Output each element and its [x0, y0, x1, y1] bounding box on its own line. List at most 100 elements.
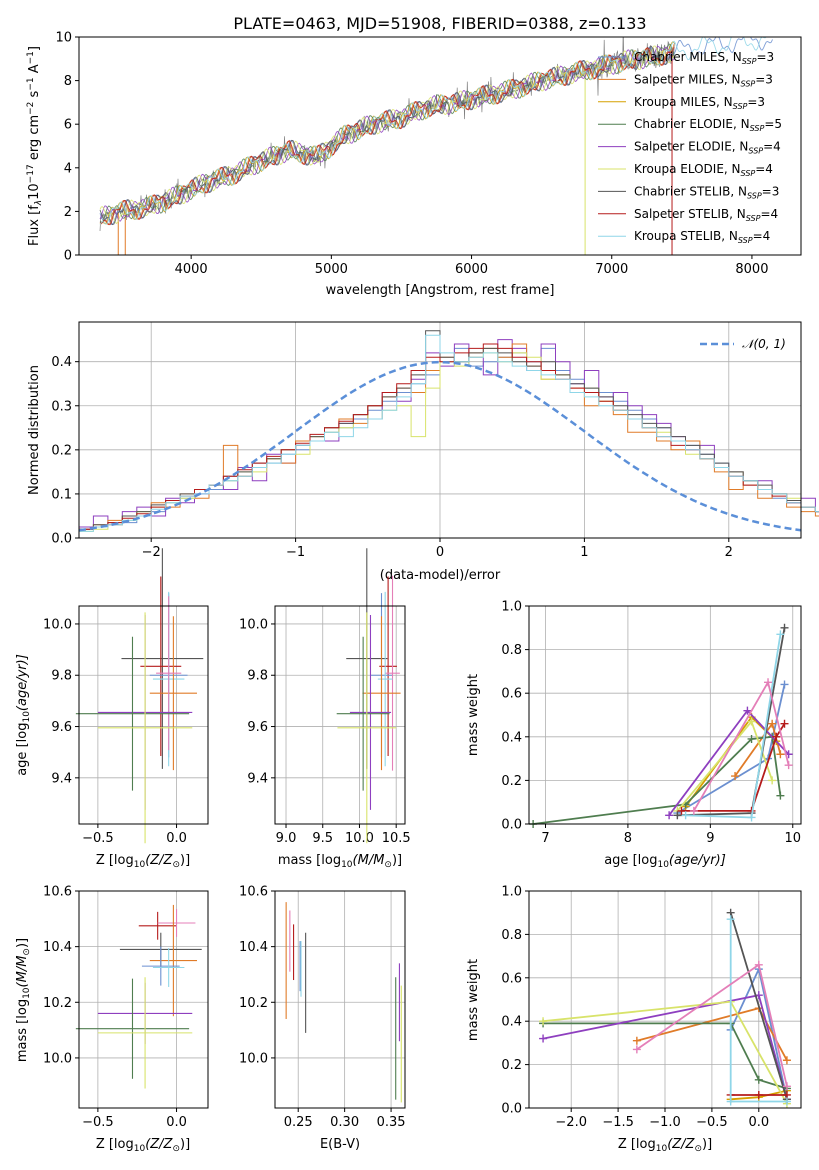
- age-mass-ytick-label: 9.4: [247, 771, 268, 786]
- weight-z-point-marker: [782, 1056, 791, 1065]
- spectrum-xtick-label: 6000: [455, 262, 488, 277]
- weight-z-point-marker: [539, 1034, 548, 1043]
- age-z-ytick-label: 9.4: [51, 771, 72, 786]
- spectrum-legend-label: Salpeter STELIB, NSSP=4: [634, 207, 778, 223]
- spectrum-ytick-label: 0: [64, 249, 72, 264]
- spectrum-ylabel: Flux [fλ10−17 erg cm−2 s−1 A−1]: [26, 46, 44, 246]
- weight-age-series-line: [677, 627, 786, 817]
- weight-age-xtick-label: 8: [624, 831, 632, 846]
- mass-z-xtick-label: −0.5: [82, 1115, 114, 1130]
- mass-z-ytick-label: 10.0: [43, 1051, 72, 1066]
- weight-age-point-marker: [768, 719, 777, 728]
- residuals-ytick-label: 0.0: [51, 532, 72, 547]
- age-z-ytick-label: 9.6: [51, 720, 72, 735]
- spectrum-plot-area: 4000 5000 6000 7000 8000 0 2 4 6 8 10: [55, 31, 773, 277]
- weight-z-point-marker: [539, 1017, 548, 1026]
- age-mass-ytick-label: 9.6: [247, 720, 268, 735]
- spectrum-ytick-label: 2: [64, 205, 72, 220]
- weight-z-ytick-label: 0.8: [501, 928, 522, 943]
- spectrum-panel: PLATE=0463, MJD=51908, FIBERID=0388, z=0…: [26, 14, 802, 298]
- weight-z-xtick-label: −2.0: [555, 1115, 587, 1130]
- residuals-ytick-label: 0.2: [51, 443, 72, 458]
- residual-histogram-line: [79, 343, 819, 530]
- weight-z-xtick-label: −1.0: [649, 1115, 681, 1130]
- weight-age-point-marker: [689, 806, 698, 815]
- mass-ebv-xtick-label: 0.25: [284, 1115, 313, 1130]
- weight-z-point-marker: [782, 1097, 791, 1106]
- age-vs-mass-panel: 9.0 9.5 10.0 10.5 9.4 9.6 9.8 10.0 mass [log10(…: [239, 548, 411, 870]
- age-mass-xtick-label: 9.0: [276, 831, 297, 846]
- mass-z-ytick-label: 10.4: [43, 940, 72, 955]
- residuals-plot-area: −2 −1 0 1 2 0.0 0.1 0.2 0.3 0.4: [51, 322, 819, 560]
- spectrum-legend: Chabrier MILES, NSSP=3 Salpeter MILES, NS…: [598, 50, 782, 245]
- age-vs-metallicity-xlabel: Z [log10(Z/Z⊙)]: [96, 853, 190, 870]
- weight-vs-age-ylabel: mass weight: [466, 674, 481, 756]
- weight-age-xtick-label: 7: [541, 831, 549, 846]
- weight-z-point-marker: [782, 1082, 791, 1091]
- mass-vs-metallicity-frame: [78, 890, 209, 1109]
- mass-ebv-ytick-label: 10.6: [239, 885, 268, 900]
- weight-z-ytick-label: 1.0: [501, 885, 522, 900]
- spectrum-legend-label: Kroupa STELIB, NSSP=4: [634, 229, 770, 245]
- residual-histogram-line: [79, 347, 819, 530]
- model-spectrum-line: [99, 45, 675, 226]
- weight-z-ytick-label: 0.6: [501, 971, 522, 986]
- spectrum-legend-label: Kroupa MILES, NSSP=3: [634, 95, 765, 111]
- weight-age-point-marker: [776, 630, 785, 639]
- residuals-xtick-label: 2: [725, 545, 733, 560]
- weight-z-ytick-label: 0.0: [501, 1102, 522, 1117]
- spectrum-legend-label: Salpeter ELODIE, NSSP=4: [634, 140, 781, 156]
- spectrum-series: [99, 37, 773, 255]
- weight-z-point-marker: [726, 1097, 735, 1106]
- mass-ebv-ytick-label: 10.4: [239, 940, 268, 955]
- mass-ebv-xtick-label: 0.35: [377, 1115, 406, 1130]
- weight-vs-metallicity-plot-area: −2.0 −1.5 −1.0 −0.5 0.0 0.0 0.2 0.4 0.6 0.8 1.0: [501, 885, 801, 1130]
- mass-ebv-ytick-label: 10.0: [239, 1051, 268, 1066]
- spectrum-xlabel: wavelength [Angstrom, rest frame]: [326, 283, 555, 298]
- spectrum-ytick-label: 6: [64, 118, 72, 133]
- age-mass-ytick-label: 9.8: [247, 669, 268, 684]
- residuals-legend: 𝒩(0, 1): [700, 337, 786, 351]
- spectrum-xtick-label: 4000: [175, 262, 208, 277]
- weight-z-ytick-label: 0.2: [501, 1058, 522, 1073]
- weight-vs-metallicity-panel: −2.0 −1.5 −1.0 −0.5 0.0 0.0 0.2 0.4 0.6 0.8 1.0 Z …: [466, 885, 802, 1154]
- residuals-frame: [78, 321, 802, 539]
- weight-age-ytick-label: 0.0: [501, 818, 522, 833]
- spectrum-ytick-label: 8: [64, 74, 72, 89]
- age-z-ytick-label: 9.8: [51, 669, 72, 684]
- residuals-xtick-label: −2: [142, 545, 161, 560]
- age-mass-xtick-label: 9.5: [312, 831, 333, 846]
- weight-vs-age-panel: 7 8 9 10 0.0 0.2 0.4 0.6 0.8 1.0 age [log10(age/y…: [466, 600, 802, 870]
- weight-age-ytick-label: 0.4: [501, 730, 522, 745]
- age-z-xtick-label: 0.0: [166, 831, 187, 846]
- weight-age-point-marker: [743, 706, 752, 715]
- observed-spectrum-line: [99, 37, 675, 232]
- age-mass-ytick-label: 10.0: [239, 617, 268, 632]
- weight-z-point-marker: [632, 1045, 641, 1054]
- model-spectrum-line: [99, 45, 675, 222]
- spectrum-legend-label: Chabrier STELIB, NSSP=3: [634, 184, 779, 200]
- weight-z-point-marker: [632, 1036, 641, 1045]
- spectrum-legend-label: Chabrier MILES, NSSP=3: [634, 50, 774, 66]
- weight-z-series-line: [543, 1022, 788, 1090]
- age-vs-mass-frame: [274, 605, 406, 825]
- weight-age-ytick-label: 0.2: [501, 774, 522, 789]
- weight-age-point-marker: [677, 806, 686, 815]
- spectrum-title: PLATE=0463, MJD=51908, FIBERID=0388, z=0…: [233, 14, 646, 33]
- residuals-panel: −2 −1 0 1 2 0.0 0.1 0.2 0.3 0.4 (data-model)/erro…: [27, 321, 819, 583]
- weight-age-point-marker: [776, 750, 785, 759]
- spectrum-legend-label: Chabrier ELODIE, NSSP=5: [634, 117, 782, 133]
- weight-age-ytick-label: 1.0: [501, 600, 522, 615]
- residuals-xtick-label: −1: [286, 545, 305, 560]
- residuals-ytick-label: 0.3: [51, 399, 72, 414]
- spectrum-ytick-label: 10: [55, 31, 72, 46]
- weight-age-point-marker: [776, 791, 785, 800]
- age-vs-metallicity-plot-area: −0.5 0.0 9.4 9.6 9.8 10.0: [43, 548, 208, 846]
- weight-age-point-marker: [665, 811, 674, 820]
- weight-z-point-marker: [726, 915, 735, 924]
- mass-vs-ebv-plot-area: 0.25 0.30 0.35 10.0 10.2 10.4 10.6: [239, 885, 406, 1131]
- weight-z-xtick-label: −0.5: [696, 1115, 728, 1130]
- weight-z-point-marker: [754, 960, 763, 969]
- residuals-ytick-label: 0.1: [51, 487, 72, 502]
